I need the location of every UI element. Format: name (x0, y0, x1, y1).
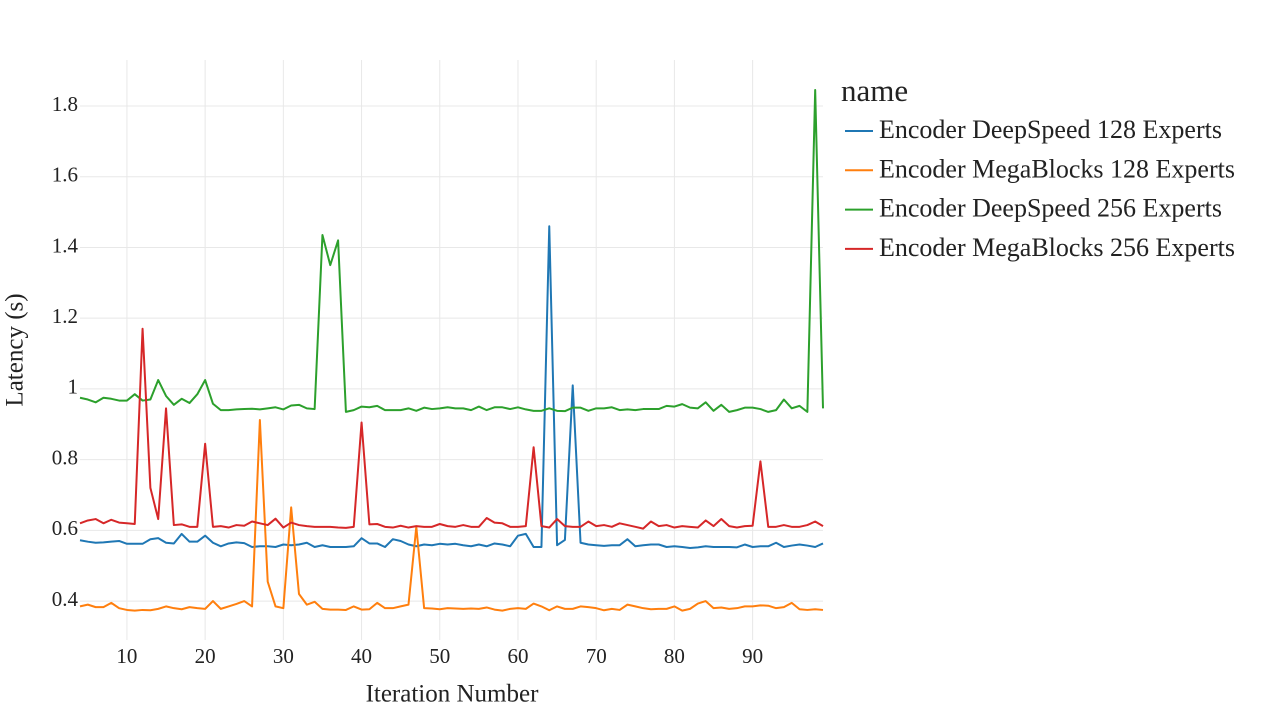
x-tick-label: 80 (664, 644, 685, 668)
legend-label: Encoder DeepSpeed 128 Experts (879, 115, 1222, 144)
x-tick-label: 30 (273, 644, 294, 668)
y-tick-label: 1.4 (52, 233, 79, 257)
x-axis-title: Iteration Number (366, 681, 540, 708)
y-tick-label: 1.8 (52, 92, 78, 116)
x-tick-label: 90 (742, 644, 763, 668)
y-tick-label: 1 (68, 375, 79, 399)
x-tick-label: 20 (195, 644, 216, 668)
legend-title: name (841, 73, 908, 108)
legend-label: Encoder MegaBlocks 128 Experts (879, 154, 1235, 183)
y-tick-label: 0.6 (52, 516, 78, 540)
series-line (79, 327, 824, 530)
legend-label: Encoder MegaBlocks 256 Experts (879, 233, 1235, 262)
series-line (79, 89, 824, 413)
x-tick-label: 70 (586, 644, 607, 668)
y-tick-label: 1.6 (52, 163, 78, 187)
y-tick-label: 0.4 (52, 587, 79, 611)
y-axis-title: Latency (s) (2, 293, 29, 406)
y-tick-label: 1.2 (52, 304, 78, 328)
series-line (79, 225, 824, 550)
x-tick-label: 50 (429, 644, 450, 668)
x-tick-label: 60 (507, 644, 528, 668)
x-tick-label: 10 (116, 644, 137, 668)
x-tick-label: 40 (351, 644, 372, 668)
y-tick-label: 0.8 (52, 445, 78, 469)
series-line (79, 419, 824, 612)
legend-label: Encoder DeepSpeed 256 Experts (879, 194, 1222, 223)
